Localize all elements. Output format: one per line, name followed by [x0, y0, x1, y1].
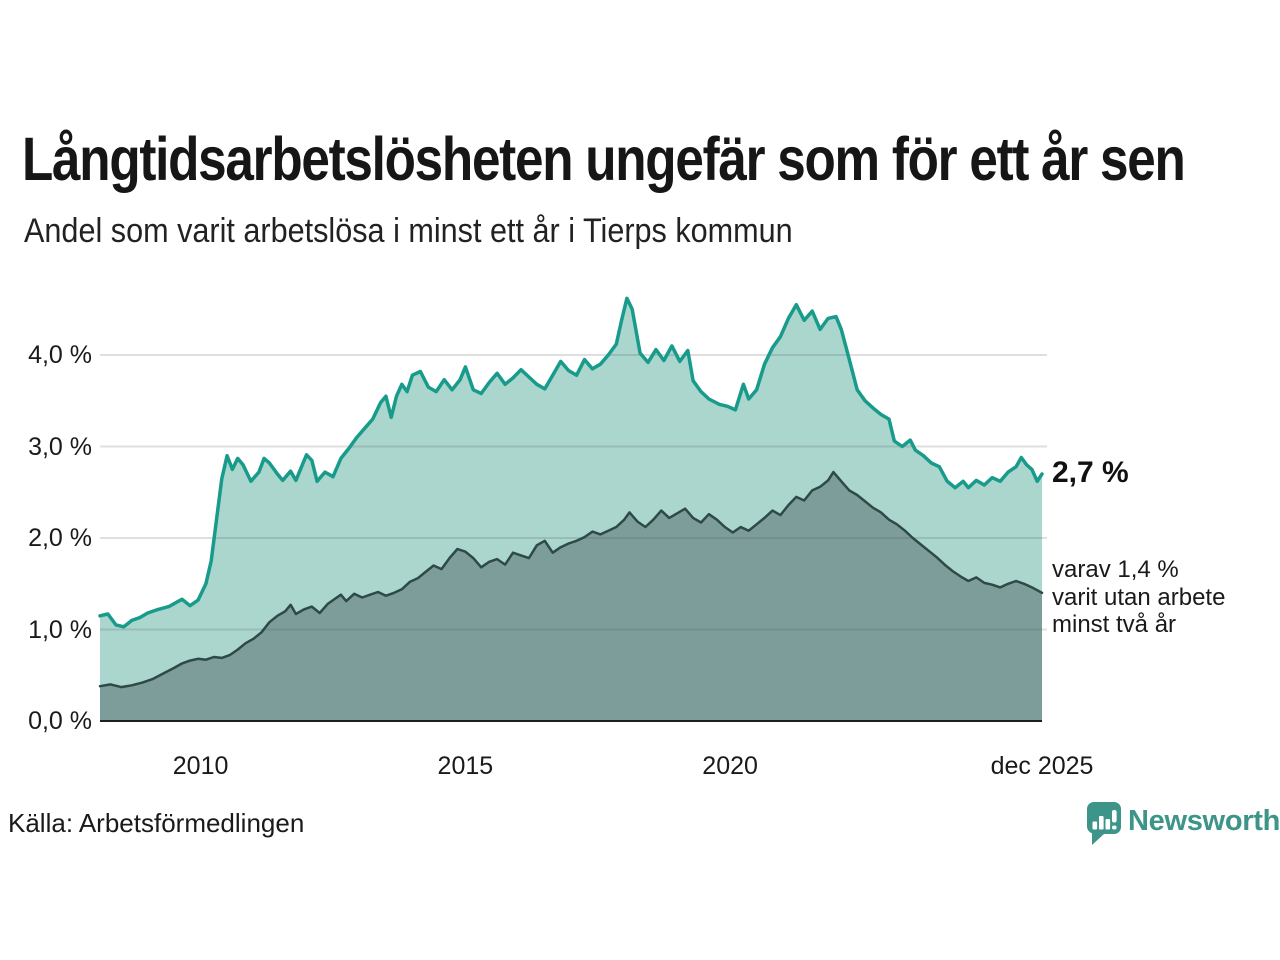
- exclamation-bar-icon: [1112, 810, 1117, 823]
- newsworthy-wordmark: Newsworthy: [1128, 805, 1280, 837]
- two-year-annotation-line1: varav 1,4 %: [1052, 556, 1179, 583]
- x-axis-label: 2020: [702, 752, 758, 780]
- newsworthy-logo: Newsworthy: [1087, 799, 1280, 846]
- newsworthy-logo-icon: [1087, 802, 1121, 845]
- x-axis-label: 2010: [172, 752, 229, 780]
- y-axis-label: 3,0 %: [28, 432, 92, 461]
- y-axis-label: 2,0 %: [28, 524, 92, 553]
- x-axis-label: 2015: [437, 752, 494, 780]
- two-year-annotation-line2: varit utan arbete: [1052, 583, 1226, 611]
- source-caption: Källa: Arbetsförmedlingen: [8, 808, 305, 838]
- speech-bubble-shape: [1087, 802, 1121, 845]
- y-axis-label: 1,0 %: [28, 615, 92, 644]
- series-line-one-year: [98, 296, 1044, 629]
- two-year-annotation-line3: minst två år: [1052, 611, 1177, 638]
- y-axis-label: 4,0 %: [28, 341, 92, 370]
- two-year-annotation: varav 1,4 % varit utan arbete minst två …: [1052, 556, 1225, 639]
- exclamation-dot-icon: [1112, 825, 1117, 830]
- series-line-two-year: [98, 470, 1044, 689]
- y-axis-label: 0,0 %: [28, 707, 92, 735]
- bar-icon-medium: [1105, 819, 1111, 830]
- page-title: Långtidsarbetslösheten ungefär som för e…: [22, 125, 1186, 193]
- bar-icon-small: [1092, 821, 1098, 830]
- page-subtitle: Andel som varit arbetslösa i minst ett å…: [24, 212, 793, 250]
- series-area-two-year: [100, 472, 1042, 721]
- series-area-one-year: [100, 298, 1042, 721]
- bar-icon-tall: [1099, 816, 1104, 830]
- latest-value-label: 2,7 %: [1052, 456, 1129, 489]
- x-axis-label: dec 2025: [990, 752, 1094, 780]
